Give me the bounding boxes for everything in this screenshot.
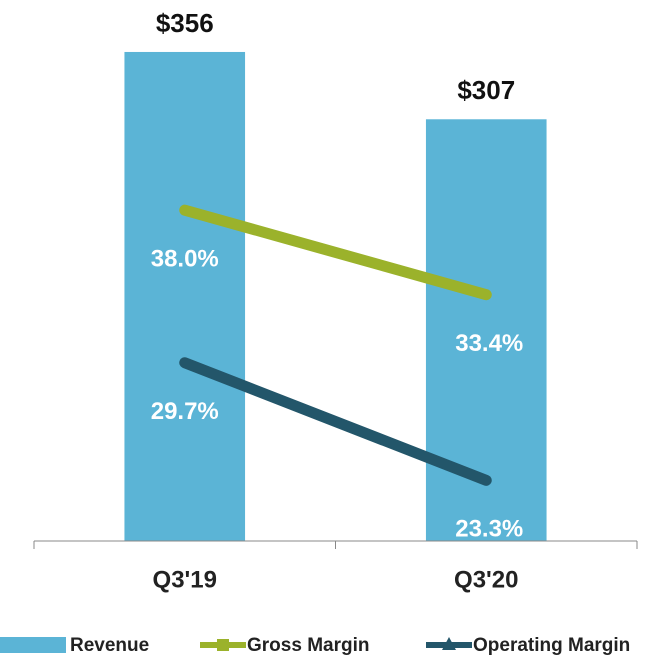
- line: [179, 204, 492, 301]
- bar-value-label: $307: [457, 75, 515, 105]
- legend-label: Operating Margin: [473, 635, 630, 656]
- legend-swatch: [0, 637, 66, 653]
- bar: [124, 51, 246, 542]
- line: [179, 357, 492, 486]
- bar-value-label: $356: [156, 8, 214, 38]
- x-tick-label: Q3'20: [454, 566, 518, 593]
- line-value-label: 38.0%: [151, 245, 219, 272]
- line-value-label: 23.3%: [455, 516, 523, 543]
- legend-marker: [442, 637, 456, 650]
- line-value-label: 33.4%: [455, 330, 523, 357]
- x-tick-label: Q3'19: [153, 566, 217, 593]
- legend-label: Gross Margin: [247, 635, 369, 656]
- bar: [425, 119, 547, 542]
- line-value-label: 29.7%: [151, 398, 219, 425]
- legend-marker: [217, 639, 229, 651]
- legend-label: Revenue: [70, 635, 149, 656]
